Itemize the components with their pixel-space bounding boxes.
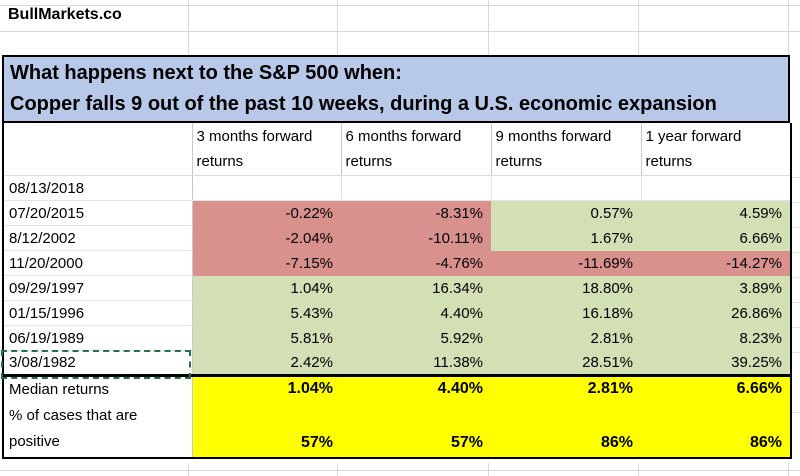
column-header-3-months[interactable]: 3 months forward returns [192,123,342,176]
percent-positive-value[interactable]: 86% [491,401,641,458]
value-cell[interactable]: 16.18% [491,300,641,326]
median-value[interactable]: 4.40% [341,374,491,402]
title-line-2: Copper falls 9 out of the past 10 weeks,… [10,93,717,115]
date-cell[interactable]: 07/20/2015 [3,200,193,226]
median-value[interactable]: 6.66% [641,374,791,402]
value-cell[interactable]: -8.31% [341,200,491,226]
percent-positive-value[interactable]: 57% [341,401,491,458]
date-cell[interactable]: 08/13/2018 [3,175,193,201]
gridline [188,0,189,55]
gridline [337,0,338,55]
value-cell[interactable]: -0.22% [192,200,341,226]
gridline [790,352,800,353]
value-cell[interactable]: -2.04% [192,225,341,251]
gridline [337,463,338,476]
value-cell[interactable]: -11.69% [491,250,641,276]
value-cell[interactable]: 18.80% [491,275,641,301]
table-row: 01/15/1996 5.43% 4.40% 16.18% 26.86% [3,300,791,326]
gridline [788,0,789,55]
returns-table: 3 months forward returns 6 months forwar… [2,123,792,459]
value-cell[interactable]: 0.57% [491,200,641,226]
median-value[interactable]: 2.81% [491,374,641,402]
value-cell[interactable]: 1.67% [491,225,641,251]
value-cell[interactable] [641,175,792,201]
table-row: 06/19/1989 5.81% 5.92% 2.81% 8.23% [3,325,791,351]
date-cell[interactable]: 01/15/1996 [3,300,193,326]
gridline [788,463,789,476]
title-line-1: What happens next to the S&P 500 when: [10,62,402,84]
value-cell[interactable]: -10.11% [341,225,491,251]
date-cell[interactable]: 09/29/1997 [3,275,193,301]
median-label[interactable]: Median returns [3,374,193,402]
value-cell[interactable]: 5.43% [192,300,341,326]
table-row: 3/08/1982 2.42% 11.38% 28.51% 39.25% [3,350,791,376]
date-cell-selected[interactable]: 3/08/1982 [3,350,193,376]
value-cell[interactable] [341,175,492,201]
gridline [790,327,800,328]
gridline [638,0,639,55]
percent-positive-label[interactable]: % of cases that are positive [3,401,193,458]
gridline [488,0,489,55]
date-cell[interactable]: 8/12/2002 [3,225,193,251]
percent-positive-value[interactable]: 86% [641,401,791,458]
value-cell[interactable]: 8.23% [641,325,791,351]
value-cell[interactable]: -7.15% [192,250,341,276]
table-row: 8/12/2002 -2.04% -10.11% 1.67% 6.66% [3,225,791,251]
table-row: 09/29/1997 1.04% 16.34% 18.80% 3.89% [3,275,791,301]
value-cell[interactable] [491,175,642,201]
gridline [790,227,800,228]
value-cell[interactable]: 39.25% [641,350,791,376]
header-row: 3 months forward returns 6 months forwar… [3,123,791,176]
gridline [790,177,800,178]
value-cell[interactable]: -4.76% [341,250,491,276]
value-cell[interactable] [192,175,342,201]
gridline [0,5,800,6]
date-cell[interactable]: 11/20/2000 [3,250,193,276]
title-block: What happens next to the S&P 500 when: C… [2,55,790,123]
value-cell[interactable]: -14.27% [641,250,791,276]
value-cell[interactable]: 5.81% [192,325,341,351]
column-header-9-months[interactable]: 9 months forward returns [491,123,642,176]
gridline [0,470,800,471]
brand-text: BullMarkets.co [8,6,122,23]
table-row: 08/13/2018 [3,175,792,201]
value-cell[interactable]: 1.04% [192,275,341,301]
table-row: 11/20/2000 -7.15% -4.76% -11.69% -14.27% [3,250,791,276]
value-cell[interactable]: 16.34% [341,275,491,301]
value-cell[interactable]: 5.92% [341,325,491,351]
gridline [790,302,800,303]
value-cell[interactable]: 4.40% [341,300,491,326]
date-cell[interactable]: 06/19/1989 [3,325,193,351]
value-cell[interactable]: 2.42% [192,350,341,376]
corner-cell[interactable] [3,123,193,176]
gridline [790,412,800,413]
gridline [790,277,800,278]
gridline [0,31,800,32]
table-row: 07/20/2015 -0.22% -8.31% 0.57% 4.59% [3,200,791,226]
value-cell[interactable]: 28.51% [491,350,641,376]
value-cell[interactable]: 3.89% [641,275,791,301]
gridline [638,463,639,476]
value-cell[interactable]: 11.38% [341,350,491,376]
value-cell[interactable]: 2.81% [491,325,641,351]
percent-positive-row: % of cases that are positive 57% 57% 86%… [3,401,791,458]
median-value[interactable]: 1.04% [192,374,341,402]
gridline [188,463,189,476]
column-header-6-months[interactable]: 6 months forward returns [341,123,492,176]
value-cell[interactable]: 4.59% [641,200,791,226]
gridline [488,463,489,476]
value-cell[interactable]: 6.66% [641,225,791,251]
percent-positive-value[interactable]: 57% [192,401,341,458]
value-cell[interactable]: 26.86% [641,300,791,326]
percent-positive-label-text: % of cases that are positive [9,406,138,450]
gridline [790,202,800,203]
gridline [790,252,800,253]
median-row: Median returns 1.04% 4.40% 2.81% 6.66% [3,374,791,402]
column-header-1-year[interactable]: 1 year forward returns [641,123,791,176]
